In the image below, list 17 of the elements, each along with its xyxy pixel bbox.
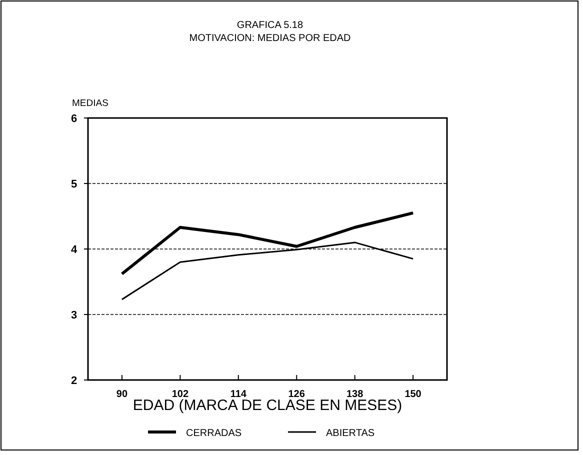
x-tick-label: 138 [346, 389, 364, 400]
legend-label: CERRADAS [186, 428, 242, 439]
y-tick-label: 6 [70, 113, 78, 125]
y-tick-label: 3 [70, 310, 78, 322]
y-tick-label: 2 [70, 375, 78, 387]
x-tick-label: 150 [404, 389, 422, 400]
x-tick-label: 114 [230, 389, 247, 400]
x-tick-label: 126 [288, 389, 306, 400]
y-axis-title: MEDIAS [72, 98, 108, 109]
chart-subtitle: MOTIVACION: MEDIAS POR EDAD [189, 33, 351, 44]
x-tick-label: 102 [172, 389, 189, 400]
x-tick-label: 90 [116, 389, 128, 400]
legend-label: ABIERTAS [326, 428, 375, 439]
x-axis-title: EDAD (MARCA DE CLASE EN MESES) [132, 397, 402, 414]
chart-title: GRAFICA 5.18 [236, 20, 304, 31]
y-tick-label: 4 [70, 244, 78, 256]
y-tick-label: 5 [70, 178, 78, 190]
